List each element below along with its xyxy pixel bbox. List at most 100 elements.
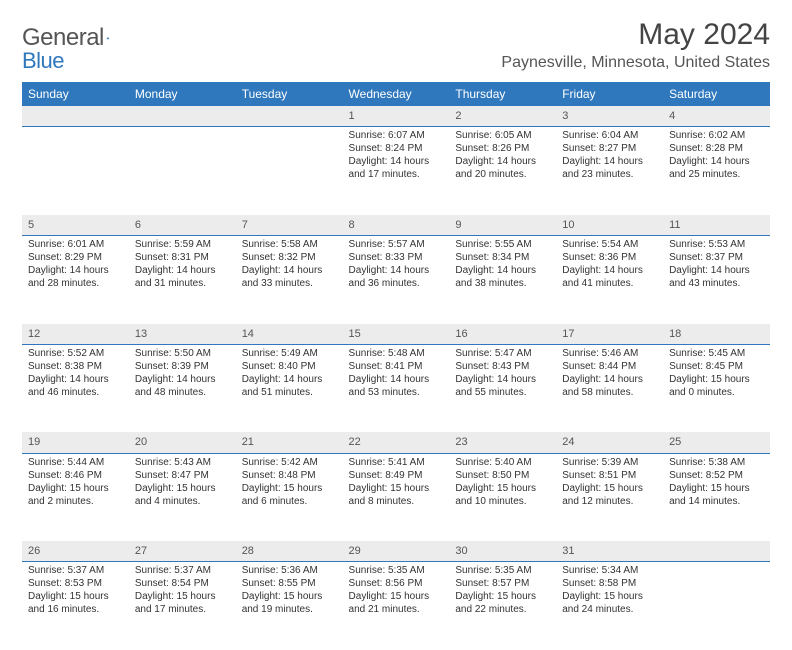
day-number: 12	[22, 324, 129, 344]
sunset-line: Sunset: 8:36 PM	[562, 251, 657, 264]
day-number: 5	[22, 215, 129, 235]
sunset-line: Sunset: 8:47 PM	[135, 469, 230, 482]
day-content: Sunrise: 6:01 AMSunset: 8:29 PMDaylight:…	[22, 236, 129, 294]
day-cell: 5	[22, 215, 129, 236]
day-content: Sunrise: 5:43 AMSunset: 8:47 PMDaylight:…	[129, 454, 236, 512]
day-cell: 11	[663, 215, 770, 236]
sunrise-line: Sunrise: 5:34 AM	[562, 564, 657, 577]
weekday-header: Tuesday	[236, 82, 343, 106]
day-number: 14	[236, 324, 343, 344]
daylight-line: Daylight: 14 hours and 36 minutes.	[349, 264, 444, 290]
day-cell: 19	[22, 432, 129, 453]
sunrise-line: Sunrise: 5:52 AM	[28, 347, 123, 360]
month-title: May 2024	[501, 18, 770, 52]
sunset-line: Sunset: 8:37 PM	[669, 251, 764, 264]
day-detail-cell: Sunrise: 6:04 AMSunset: 8:27 PMDaylight:…	[556, 127, 663, 215]
day-detail-cell: Sunrise: 5:53 AMSunset: 8:37 PMDaylight:…	[663, 236, 770, 324]
weekday-header: Wednesday	[343, 82, 450, 106]
title-block: May 2024 Paynesville, Minnesota, United …	[501, 18, 770, 72]
day-detail-cell	[129, 127, 236, 215]
day-detail-cell: Sunrise: 5:37 AMSunset: 8:54 PMDaylight:…	[129, 562, 236, 650]
day-number: 19	[22, 432, 129, 452]
daylight-line: Daylight: 14 hours and 31 minutes.	[135, 264, 230, 290]
day-content: Sunrise: 6:05 AMSunset: 8:26 PMDaylight:…	[449, 127, 556, 185]
sunset-line: Sunset: 8:53 PM	[28, 577, 123, 590]
day-number: 18	[663, 324, 770, 344]
day-detail-cell: Sunrise: 5:40 AMSunset: 8:50 PMDaylight:…	[449, 453, 556, 541]
day-content: Sunrise: 5:41 AMSunset: 8:49 PMDaylight:…	[343, 454, 450, 512]
sunset-line: Sunset: 8:58 PM	[562, 577, 657, 590]
location: Paynesville, Minnesota, United States	[501, 54, 770, 72]
daylight-line: Daylight: 15 hours and 12 minutes.	[562, 482, 657, 508]
day-cell: 29	[343, 541, 450, 562]
day-number: 6	[129, 215, 236, 235]
day-number: 9	[449, 215, 556, 235]
day-cell: 8	[343, 215, 450, 236]
day-number	[663, 541, 770, 561]
day-cell	[236, 106, 343, 127]
sunrise-line: Sunrise: 6:07 AM	[349, 129, 444, 142]
day-detail-cell: Sunrise: 5:46 AMSunset: 8:44 PMDaylight:…	[556, 344, 663, 432]
sunset-line: Sunset: 8:51 PM	[562, 469, 657, 482]
sunrise-line: Sunrise: 5:50 AM	[135, 347, 230, 360]
sunrise-line: Sunrise: 5:41 AM	[349, 456, 444, 469]
calendar-head: SundayMondayTuesdayWednesdayThursdayFrid…	[22, 82, 770, 106]
sunset-line: Sunset: 8:49 PM	[349, 469, 444, 482]
sunset-line: Sunset: 8:46 PM	[28, 469, 123, 482]
day-number: 30	[449, 541, 556, 561]
weekday-header: Thursday	[449, 82, 556, 106]
day-detail-cell: Sunrise: 5:57 AMSunset: 8:33 PMDaylight:…	[343, 236, 450, 324]
day-detail-cell: Sunrise: 5:55 AMSunset: 8:34 PMDaylight:…	[449, 236, 556, 324]
daylight-line: Daylight: 15 hours and 24 minutes.	[562, 590, 657, 616]
weekday-row: SundayMondayTuesdayWednesdayThursdayFrid…	[22, 82, 770, 106]
daylight-line: Daylight: 15 hours and 10 minutes.	[455, 482, 550, 508]
sunset-line: Sunset: 8:28 PM	[669, 142, 764, 155]
day-content: Sunrise: 5:38 AMSunset: 8:52 PMDaylight:…	[663, 454, 770, 512]
sunrise-line: Sunrise: 5:47 AM	[455, 347, 550, 360]
day-detail-cell: Sunrise: 5:52 AMSunset: 8:38 PMDaylight:…	[22, 344, 129, 432]
day-detail-cell: Sunrise: 5:54 AMSunset: 8:36 PMDaylight:…	[556, 236, 663, 324]
day-content: Sunrise: 5:57 AMSunset: 8:33 PMDaylight:…	[343, 236, 450, 294]
day-detail-cell: Sunrise: 5:42 AMSunset: 8:48 PMDaylight:…	[236, 453, 343, 541]
day-detail-cell: Sunrise: 5:36 AMSunset: 8:55 PMDaylight:…	[236, 562, 343, 650]
daylight-line: Daylight: 14 hours and 53 minutes.	[349, 373, 444, 399]
day-cell: 13	[129, 324, 236, 345]
day-content-row: Sunrise: 5:37 AMSunset: 8:53 PMDaylight:…	[22, 562, 770, 650]
day-cell: 28	[236, 541, 343, 562]
daylight-line: Daylight: 14 hours and 33 minutes.	[242, 264, 337, 290]
day-number: 23	[449, 432, 556, 452]
day-number: 4	[663, 106, 770, 126]
weekday-header: Sunday	[22, 82, 129, 106]
daylight-line: Daylight: 14 hours and 55 minutes.	[455, 373, 550, 399]
day-number: 29	[343, 541, 450, 561]
daylight-line: Daylight: 15 hours and 2 minutes.	[28, 482, 123, 508]
day-cell: 26	[22, 541, 129, 562]
day-number: 21	[236, 432, 343, 452]
sunset-line: Sunset: 8:57 PM	[455, 577, 550, 590]
sunrise-line: Sunrise: 5:46 AM	[562, 347, 657, 360]
day-detail-cell: Sunrise: 6:05 AMSunset: 8:26 PMDaylight:…	[449, 127, 556, 215]
sunrise-line: Sunrise: 5:35 AM	[349, 564, 444, 577]
day-content: Sunrise: 5:58 AMSunset: 8:32 PMDaylight:…	[236, 236, 343, 294]
day-number: 11	[663, 215, 770, 235]
day-number: 8	[343, 215, 450, 235]
daylight-line: Daylight: 14 hours and 17 minutes.	[349, 155, 444, 181]
brand-sail-icon	[106, 29, 110, 47]
sunrise-line: Sunrise: 5:49 AM	[242, 347, 337, 360]
day-cell: 3	[556, 106, 663, 127]
day-number: 13	[129, 324, 236, 344]
sunrise-line: Sunrise: 5:57 AM	[349, 238, 444, 251]
day-cell: 20	[129, 432, 236, 453]
daylight-line: Daylight: 14 hours and 58 minutes.	[562, 373, 657, 399]
day-cell: 17	[556, 324, 663, 345]
day-cell: 12	[22, 324, 129, 345]
day-number: 26	[22, 541, 129, 561]
day-number	[129, 106, 236, 126]
sunset-line: Sunset: 8:41 PM	[349, 360, 444, 373]
calendar-table: SundayMondayTuesdayWednesdayThursdayFrid…	[22, 82, 770, 650]
daynum-row: 19202122232425	[22, 432, 770, 453]
day-detail-cell: Sunrise: 5:41 AMSunset: 8:49 PMDaylight:…	[343, 453, 450, 541]
day-cell: 23	[449, 432, 556, 453]
sunset-line: Sunset: 8:54 PM	[135, 577, 230, 590]
sunrise-line: Sunrise: 5:59 AM	[135, 238, 230, 251]
